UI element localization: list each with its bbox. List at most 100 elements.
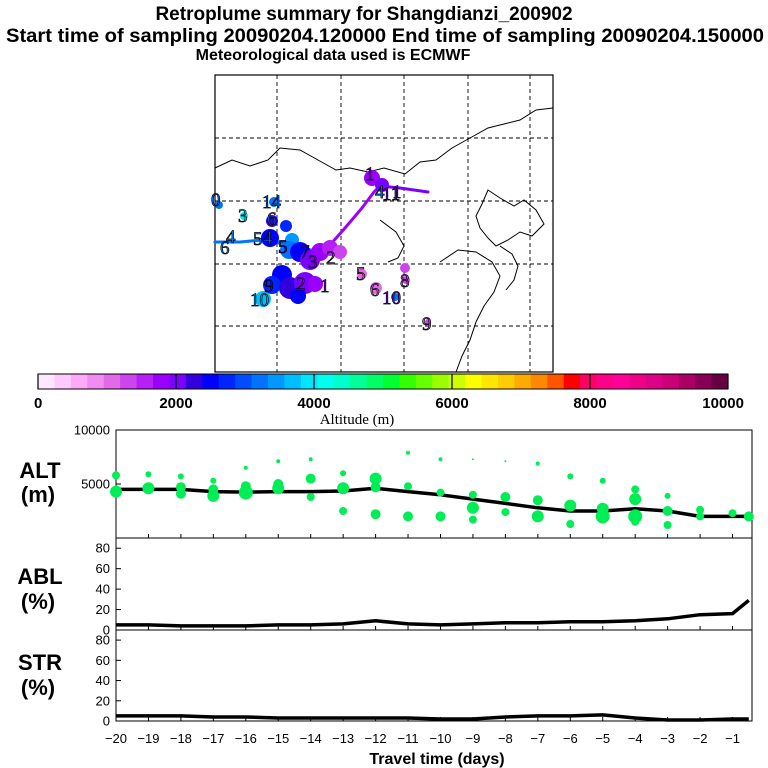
colorbar-cell [432,374,450,389]
x-tick-label: −13 [332,731,354,746]
plume-point [743,511,754,522]
colorbar-cell [218,374,236,389]
x-tick-label: −14 [300,731,322,746]
colorbar-cell [678,374,696,389]
plume-point [370,509,381,520]
day-label: 5 [253,229,263,250]
plume-point [436,488,445,497]
plume-point [243,465,248,470]
x-tick-label: −9 [466,731,481,746]
plume-point [306,493,315,501]
colorbar-label: Altitude (m) [320,412,395,428]
colorbar-cell [613,374,630,389]
x-tick-label: −18 [170,731,192,746]
plume-point [369,472,382,485]
colorbar-cell [54,374,72,389]
day-label: 10 [382,288,401,309]
colorbar-cell [596,374,614,389]
plume-point [662,506,673,516]
colorbar-cell [645,374,663,389]
x-tick-label: −8 [498,731,513,746]
panel-unit: (%) [21,589,55,614]
colorbar-cell [366,374,384,389]
panel-frame [115,429,753,539]
plume-point [272,482,285,495]
day-label: 0 [211,190,221,211]
colorbar-cell [415,374,433,389]
day-label: 3 [238,206,248,227]
colorbar-cell [333,374,351,389]
plume-point [535,461,540,466]
time-series-panels: 500010000ALT(m)020406080ABL(%)020406080S… [17,423,754,768]
x-tick-label: −12 [365,731,387,746]
panel-frame [115,537,753,631]
colorbar-cells [38,374,729,389]
day-label: 4 [226,227,236,248]
colorbar-cell [448,374,466,389]
colorbar-cell [202,374,220,389]
y-tick-label: 20 [96,693,110,708]
x-axis-label: Travel time (days) [369,751,504,768]
colorbar-cell [514,374,532,389]
colorbar-tick-label: 0 [34,395,42,412]
colorbar-cell [70,374,88,389]
day-label: 4 [263,228,273,249]
colorbar-cell [350,374,367,389]
panel-label: ABL [17,564,62,589]
colorbar-cell [300,374,318,389]
colorbar-cell [38,374,55,389]
colorbar-cell [120,374,137,389]
plume-point [500,492,511,502]
altitude-colorbar: 0 2000 4000 6000 8000 10000 Altitude (m) [34,373,744,428]
day-label: 4 [375,182,385,203]
day-label: 9 [264,276,274,297]
y-tick-label: 20 [96,602,110,617]
x-tick-label: −6 [563,731,578,746]
plume-point [305,473,316,484]
plume-point [466,501,479,514]
colorbar-tick-label: 2000 [159,395,192,412]
y-tick-label: 60 [96,653,110,668]
colorbar-cell [399,374,417,389]
y-tick-label: 0 [103,714,110,729]
colorbar-cell [251,374,269,389]
map-day-labels: 1 1 1 2 2 3 3 4 4 4 5 5 5 6 6 7 8 9 10 1… [211,164,432,336]
y-tick-label: 10000 [74,423,110,438]
y-tick-label: 60 [96,561,110,576]
colorbar-cell [136,374,154,389]
x-tick-label: −7 [530,731,545,746]
day-label: 5 [356,264,366,285]
plume-point [403,511,413,522]
y-tick-label: 0 [103,623,110,638]
x-tick-label: −3 [660,731,675,746]
plume-point [142,482,155,495]
plume-map: 1 1 1 2 2 3 3 4 4 4 5 5 5 6 6 7 8 9 10 1… [211,74,554,373]
map-coastline [214,107,554,373]
plume-point [207,489,220,502]
day-label: 3 [308,252,318,273]
colorbar-cell [695,374,712,389]
plume-point [599,477,606,484]
figure-title: Retroplume summary for Shangdianzi_20090… [155,4,572,25]
plume-point [406,450,410,455]
y-tick-label: 80 [96,633,110,648]
day-label: 7 [300,242,310,263]
day-label: 1 [392,182,402,203]
colorbar-cell [103,374,121,389]
plume-point [664,492,671,499]
map-plume-dots [215,170,431,325]
x-tick-label: −11 [397,731,418,746]
x-tick-label: −1 [725,731,740,746]
colorbar-tick-label: 4000 [297,395,330,412]
colorbar-cell [268,374,285,389]
plume-point [468,490,477,499]
day-label: 2 [296,274,306,295]
y-tick-label: 40 [96,673,110,688]
panel-label: STR [18,650,62,675]
panel-unit: (%) [21,675,55,700]
plume-point [175,488,186,499]
colorbar-cell [530,374,548,389]
met-data-note: Meteorological data used is ECMWF [196,47,471,64]
